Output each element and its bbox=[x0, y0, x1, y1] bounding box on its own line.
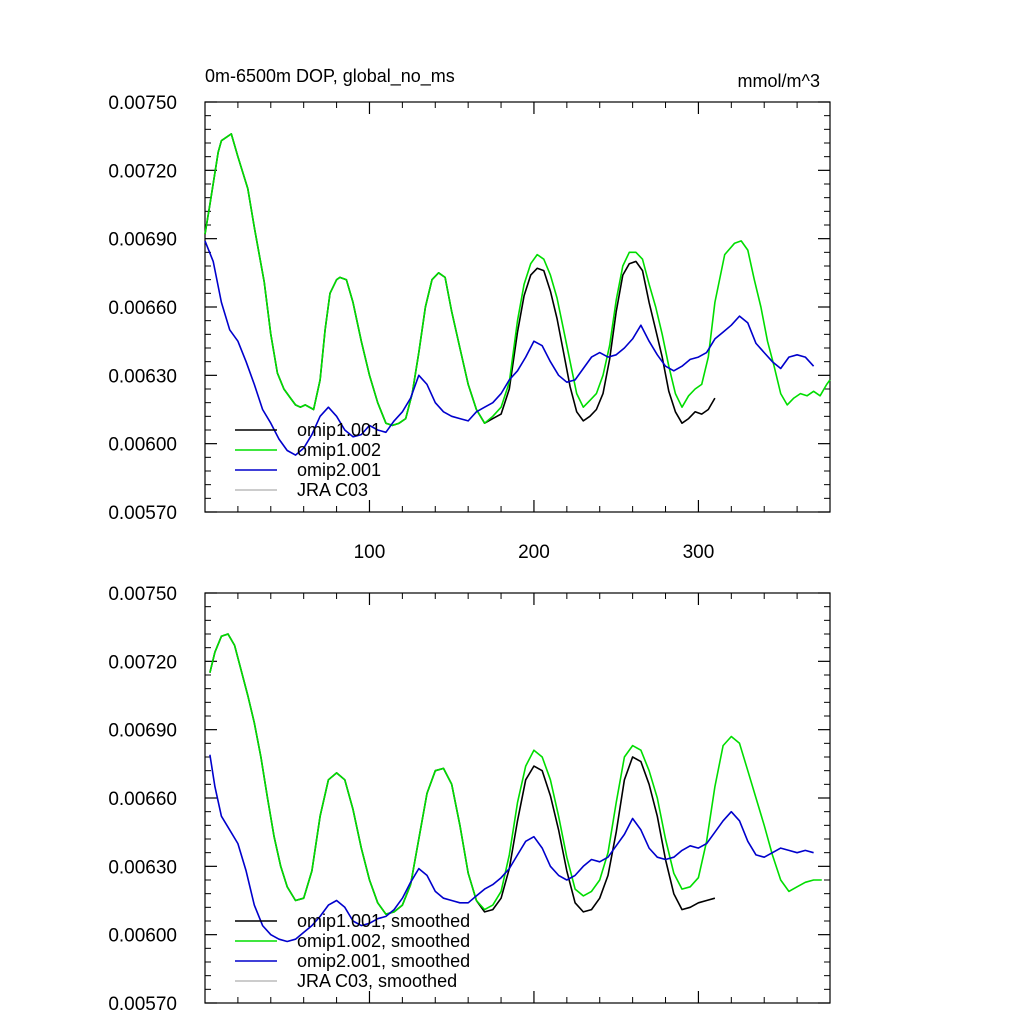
bottom-panel: 0.00570 0.00600 0.00630 0.00660 0.00690 0.007… bbox=[108, 584, 831, 1015]
bottom-panel-axes: 0.00570 0.00600 0.00630 0.00660 0.00690 0.007… bbox=[108, 584, 831, 1015]
y-tick-label: 0.00570 bbox=[108, 503, 177, 524]
legend-label: omip2.001, smoothed bbox=[297, 951, 470, 971]
legend-label: omip1.002 bbox=[297, 440, 381, 460]
legend-label: omip1.001, smoothed bbox=[297, 911, 470, 931]
top-panel-series bbox=[204, 133, 831, 456]
y-tick-label: 0.00720 bbox=[108, 652, 177, 673]
bottom-panel-series bbox=[209, 633, 822, 943]
legend-label: omip1.001 bbox=[297, 420, 381, 440]
series-line-omip2-001-smoothed bbox=[209, 754, 814, 943]
x-tick-label: 200 bbox=[518, 542, 550, 563]
y-tick-label: 0.00630 bbox=[108, 857, 177, 878]
y-tick-label: 0.00570 bbox=[108, 994, 177, 1015]
series-line-omip2-001 bbox=[204, 240, 815, 456]
series-line-omip1-002 bbox=[204, 133, 831, 427]
legend-label: JRA C03 bbox=[297, 480, 368, 500]
y-tick-label: 0.00720 bbox=[108, 161, 177, 182]
y-tick-label: 0.00600 bbox=[108, 435, 177, 456]
x-tick-label: 300 bbox=[683, 542, 715, 563]
y-tick-label: 0.00660 bbox=[108, 789, 177, 810]
y-tick-label: 0.00750 bbox=[108, 93, 177, 114]
top-panel: 0m-6500m DOP, global_no_ms mmol/m^3 0.00… bbox=[108, 66, 831, 563]
legend-label: omip2.001 bbox=[297, 460, 381, 480]
top-panel-title: 0m-6500m DOP, global_no_ms bbox=[205, 66, 455, 87]
x-tick-label: 100 bbox=[354, 542, 386, 563]
y-tick-label: 0.00690 bbox=[108, 721, 177, 742]
top-panel-axes: 0.00570 0.00600 0.00630 0.00660 0.00690 0.007… bbox=[108, 93, 831, 563]
legend-label: JRA C03, smoothed bbox=[297, 971, 457, 991]
y-tick-label: 0.00660 bbox=[108, 298, 177, 319]
legend-label: omip1.002, smoothed bbox=[297, 931, 470, 951]
y-tick-label: 0.00750 bbox=[108, 584, 177, 605]
top-panel-units: mmol/m^3 bbox=[738, 71, 820, 91]
y-tick-label: 0.00690 bbox=[108, 230, 177, 251]
y-tick-label: 0.00600 bbox=[108, 926, 177, 947]
y-tick-label: 0.00630 bbox=[108, 366, 177, 387]
